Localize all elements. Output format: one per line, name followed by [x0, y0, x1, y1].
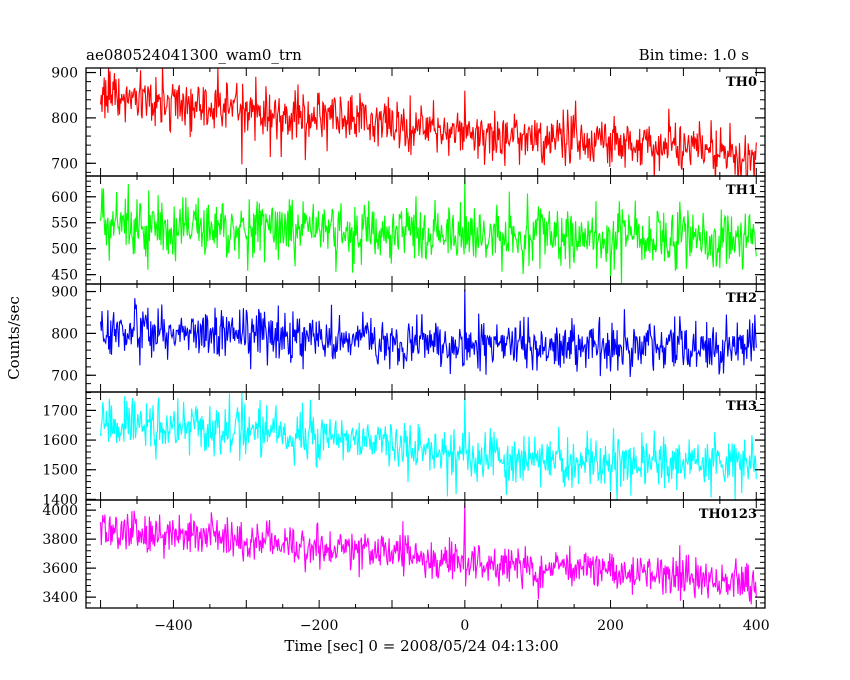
y-tick-label: 500 [51, 242, 78, 258]
y-tick-label: 3600 [42, 561, 78, 577]
panel-th0: 700 800 900 TH0 [51, 66, 766, 177]
panel-th1: 450 500 550 600 TH1 [51, 175, 766, 285]
x-tick-label: −200 [300, 618, 338, 634]
series-line-th3 [100, 392, 757, 500]
bin-time-label: Bin time: 1.0 s [639, 46, 749, 64]
y-tick-label: 3400 [42, 590, 78, 606]
x-tick-label: 400 [743, 618, 770, 634]
panel-frame-th0123 [85, 499, 766, 609]
panel-label-th1: TH1 [726, 183, 757, 198]
panel-label-th2: TH2 [726, 291, 757, 306]
panels-group: 700 800 900 TH0 450 500 550 600 TH1 700 800 900 TH2 1… [42, 66, 766, 609]
y-tick-label: 550 [51, 216, 78, 232]
y-tick-label: 1700 [42, 403, 78, 419]
panel-th0123: 3400 3600 3800 4000 TH0123 [42, 499, 766, 609]
panel-label-th3: TH3 [726, 399, 757, 414]
y-tick-label: 600 [51, 190, 78, 206]
panel-label-th0123: TH0123 [699, 507, 757, 522]
x-tick-label: 200 [597, 618, 624, 634]
y-tick-label: 900 [51, 285, 78, 301]
x-axis-label: Time [sec] 0 = 2008/05/24 04:13:00 [284, 637, 558, 655]
y-tick-label: 1400 [42, 492, 78, 508]
y-tick-label: 1500 [42, 463, 78, 479]
y-tick-label: 800 [51, 326, 78, 342]
series-line-th1 [100, 178, 757, 284]
y-tick-label: 4000 [42, 503, 78, 519]
series-line-th0123 [100, 502, 757, 605]
y-tick-label: 700 [51, 368, 78, 384]
y-tick-label: 3800 [42, 532, 78, 548]
x-tick-label: 0 [460, 618, 469, 634]
panel-th3: 1400 1500 1600 1700 TH3 [42, 391, 766, 508]
x-tick-label: −400 [154, 618, 192, 634]
chart-title: ae080524041300_wam0_trn [86, 46, 302, 64]
y-tick-label: 700 [51, 156, 78, 172]
series-line-th2 [100, 289, 757, 378]
y-tick-label: 450 [51, 268, 78, 284]
panel-label-th0: TH0 [726, 75, 757, 90]
y-axis-label: Counts/sec [5, 296, 23, 380]
y-tick-label: 900 [51, 66, 78, 82]
panel-frame-th0 [85, 67, 766, 177]
series-line-th0 [100, 68, 757, 176]
x-axis: −400 −200 0 200 400 [154, 618, 769, 634]
y-tick-label: 800 [51, 111, 78, 127]
panel-th2: 700 800 900 TH2 [51, 283, 766, 393]
y-tick-label: 1600 [42, 433, 78, 449]
